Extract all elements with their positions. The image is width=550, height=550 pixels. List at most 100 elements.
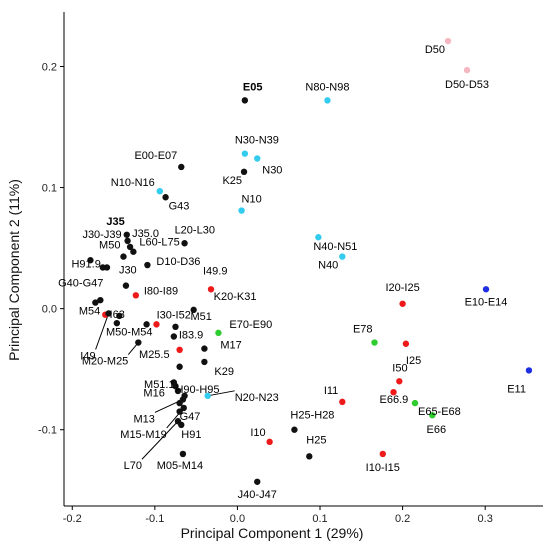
point-label: M50-M54 — [106, 326, 152, 338]
data-point — [172, 323, 179, 331]
point-label: N80-N98 — [305, 81, 349, 93]
data-point — [179, 450, 187, 458]
point-label: J35 — [106, 216, 124, 228]
data-point — [156, 187, 163, 195]
data-point — [170, 333, 178, 340]
data-point — [315, 234, 322, 241]
x-axis-title: Principal Component 1 (29%) — [181, 525, 364, 541]
data-point — [463, 66, 471, 74]
point-label: H91.9 — [71, 258, 100, 270]
point-label: M05-M14 — [157, 460, 203, 472]
data-point — [176, 363, 183, 370]
point-label: K25 — [222, 175, 242, 187]
data-point — [143, 321, 150, 328]
point-label: I10-I15 — [366, 462, 400, 474]
x-tick-label: 0.2 — [395, 513, 410, 525]
point-label: E11 — [507, 383, 526, 395]
point-label: K29 — [214, 366, 234, 378]
point-label: M51.1 — [144, 379, 175, 391]
data-point — [190, 306, 197, 314]
data-point — [178, 163, 185, 171]
data-point — [241, 150, 249, 157]
point-label: E78 — [353, 324, 373, 336]
point-labels: D50 D50-D53 E05 N80-N98 N30-N39 E00-E07 N30 K25… — [58, 44, 526, 501]
point-label: I80-I89 — [144, 285, 178, 297]
data-point — [135, 339, 142, 346]
point-label: I49 — [80, 350, 95, 362]
data-point — [390, 388, 397, 396]
data-point — [525, 367, 533, 374]
point-label: E05 — [243, 81, 263, 93]
point-label: H25 — [306, 434, 326, 446]
point-label: N40-N51 — [313, 241, 357, 253]
data-point — [132, 292, 140, 299]
data-point — [181, 240, 188, 247]
point-label: N30-N39 — [235, 135, 279, 147]
point-label: I10 — [250, 427, 265, 439]
label-leader-line — [95, 313, 110, 350]
data-point — [122, 282, 130, 289]
data-point — [238, 207, 245, 214]
data-point — [124, 237, 131, 245]
data-point — [144, 261, 151, 269]
point-label: E00-E07 — [134, 150, 177, 162]
point-label: I11 — [324, 385, 338, 397]
point-label: G47 — [180, 411, 201, 423]
point-label: D50-D53 — [445, 79, 489, 91]
data-point — [172, 382, 179, 390]
data-point — [201, 358, 208, 366]
data-point — [399, 300, 406, 307]
point-label: E66 — [427, 424, 447, 436]
point-label: I30-I52 — [157, 309, 191, 321]
point-label: J35.0 — [132, 228, 159, 240]
point-label: M20-M25 — [82, 356, 128, 368]
data-point — [396, 378, 403, 385]
data-point — [126, 243, 134, 251]
data-point — [87, 257, 94, 264]
x-tick-label: -0.2 — [63, 513, 82, 525]
point-label: H25-H28 — [290, 410, 334, 422]
data-point — [215, 329, 222, 337]
point-label: E10-E14 — [465, 296, 508, 308]
point-label: L70 — [124, 460, 142, 472]
x-tick-label: -0.1 — [145, 513, 164, 525]
data-point — [306, 453, 313, 460]
point-label: M16 — [143, 388, 164, 400]
data-point — [291, 426, 298, 433]
data-point — [176, 399, 183, 407]
point-label: M13 — [134, 413, 155, 425]
point-label: G43 — [169, 200, 190, 212]
point-label: D10-D36 — [156, 256, 200, 268]
data-point — [444, 37, 452, 45]
data-point — [180, 404, 187, 412]
point-label: M51 — [190, 311, 211, 323]
point-label: E65-E68 — [418, 406, 461, 418]
data-point — [411, 399, 419, 407]
data-point — [174, 387, 182, 395]
data-point — [105, 310, 112, 317]
plot-axes: -0.2 -0.1 0.0 0.1 0.2 0.3 0.2 0.1 0.0 -0.1 — [38, 12, 543, 525]
point-label: N10 — [242, 194, 262, 206]
point-label: I63 — [110, 309, 125, 321]
point-label: G40-G47 — [58, 278, 103, 290]
point-label: K20-K31 — [214, 291, 257, 303]
y-axis-title: Principal Component 2 (11%) — [6, 179, 22, 361]
data-point — [339, 253, 346, 260]
point-label: J30 — [119, 265, 137, 277]
data-point — [266, 438, 273, 446]
data-point — [429, 411, 436, 419]
data-point — [207, 286, 215, 293]
point-label: L20-L30 — [175, 224, 215, 236]
data-point — [402, 340, 410, 347]
label-leader-line — [141, 420, 179, 460]
x-tick-label: 0.1 — [312, 513, 327, 525]
point-label: I20-I25 — [385, 282, 419, 294]
data-point — [176, 408, 183, 415]
point-label: J30-J39 — [82, 229, 121, 241]
data-point — [339, 398, 346, 406]
data-point — [482, 286, 490, 293]
data-point — [120, 253, 127, 260]
data-point — [204, 392, 211, 400]
point-label: H91 — [181, 429, 201, 441]
